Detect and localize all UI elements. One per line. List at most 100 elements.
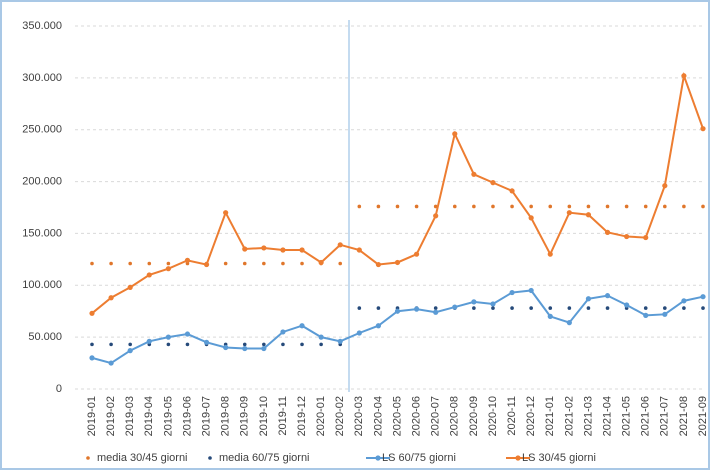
x-tick-label: 2020-02 — [334, 396, 346, 436]
x-tick-label: 2019-11 — [277, 396, 289, 436]
data-point — [510, 306, 514, 310]
data-point — [681, 73, 687, 79]
data-point — [700, 294, 706, 300]
data-point — [338, 261, 343, 266]
data-point — [604, 229, 611, 235]
x-tick-label: 2020-07 — [430, 396, 442, 436]
x-tick-label: 2020-11 — [506, 396, 518, 436]
data-point — [509, 289, 515, 296]
data-point — [108, 295, 114, 301]
x-tick-label: 2019-10 — [258, 396, 270, 436]
legend-label: media 60/75 giorni — [219, 452, 310, 464]
data-point — [357, 306, 362, 310]
data-point — [357, 204, 362, 209]
data-point — [299, 247, 305, 253]
data-point — [394, 308, 401, 314]
data-point — [281, 342, 285, 347]
data-point — [567, 204, 572, 209]
x-tick-label: 2019-03 — [124, 396, 136, 436]
x-tick-label: 2021-07 — [659, 396, 671, 436]
data-point — [337, 338, 343, 344]
y-tick-label: 250.000 — [22, 124, 62, 136]
data-point — [548, 306, 553, 310]
data-point — [127, 284, 133, 290]
data-point — [413, 306, 420, 312]
x-tick-label: 2021-04 — [601, 396, 613, 436]
data-point — [490, 301, 496, 307]
data-point — [376, 204, 381, 209]
data-point — [184, 331, 191, 337]
data-point — [490, 180, 496, 186]
data-point — [681, 298, 687, 304]
x-tick-label: 2021-08 — [678, 396, 690, 436]
y-tick-label: 0 — [56, 383, 62, 395]
data-point — [300, 261, 304, 266]
data-point — [566, 320, 572, 326]
data-point — [223, 210, 229, 216]
data-point — [318, 259, 324, 266]
x-tick-label: 2021-02 — [563, 396, 575, 436]
data-point — [433, 309, 439, 315]
y-tick-label: 100.000 — [22, 279, 62, 291]
data-point — [643, 312, 649, 318]
data-point — [433, 213, 439, 219]
data-point — [337, 242, 343, 248]
data-point — [528, 287, 534, 294]
data-point — [662, 183, 668, 189]
x-tick-label: 2019-04 — [143, 396, 155, 436]
data-point — [547, 251, 553, 257]
data-point — [280, 247, 286, 253]
data-point — [109, 342, 113, 347]
data-point — [701, 306, 705, 310]
x-tick-label: 2020-03 — [353, 396, 365, 436]
x-tick-label: 2020-04 — [372, 396, 384, 436]
data-point — [529, 306, 533, 310]
data-point — [165, 266, 171, 272]
x-tick-label: 2021-03 — [582, 396, 594, 436]
data-point — [318, 334, 324, 340]
data-point — [165, 334, 171, 340]
data-point — [643, 234, 649, 241]
data-point — [108, 360, 114, 366]
data-point — [280, 329, 286, 335]
data-point — [223, 261, 228, 266]
legend-marker — [86, 456, 90, 460]
data-point — [89, 355, 95, 361]
legend-label: LS 60/75 giorni — [382, 452, 456, 464]
data-point — [146, 272, 152, 278]
data-point — [262, 261, 266, 266]
data-point — [662, 311, 668, 317]
data-point — [299, 323, 305, 329]
x-tick-label: 2020-10 — [487, 396, 499, 436]
data-point — [548, 204, 553, 209]
data-point — [510, 204, 514, 209]
data-point — [90, 261, 94, 266]
data-point — [663, 306, 667, 310]
x-tick-label: 2020-01 — [315, 396, 327, 436]
data-point — [394, 259, 401, 266]
data-point — [605, 204, 610, 209]
data-point — [395, 204, 400, 209]
data-point — [624, 233, 630, 240]
data-point — [586, 306, 591, 310]
x-tick-label: 2019-05 — [162, 396, 174, 436]
data-point — [414, 204, 419, 209]
x-tick-label: 2019-12 — [296, 396, 308, 436]
data-point — [375, 323, 382, 329]
data-point — [262, 342, 266, 347]
data-point — [433, 204, 438, 209]
y-tick-label: 300.000 — [22, 72, 62, 84]
data-point — [585, 212, 592, 218]
data-point — [127, 348, 133, 354]
data-point — [242, 345, 248, 352]
data-point — [413, 251, 420, 257]
data-point — [166, 261, 171, 266]
data-point — [356, 330, 362, 336]
data-point — [605, 306, 610, 310]
data-point — [281, 261, 285, 266]
data-point — [89, 310, 95, 316]
data-point — [433, 306, 438, 310]
data-point — [701, 204, 705, 209]
data-point — [471, 171, 477, 177]
